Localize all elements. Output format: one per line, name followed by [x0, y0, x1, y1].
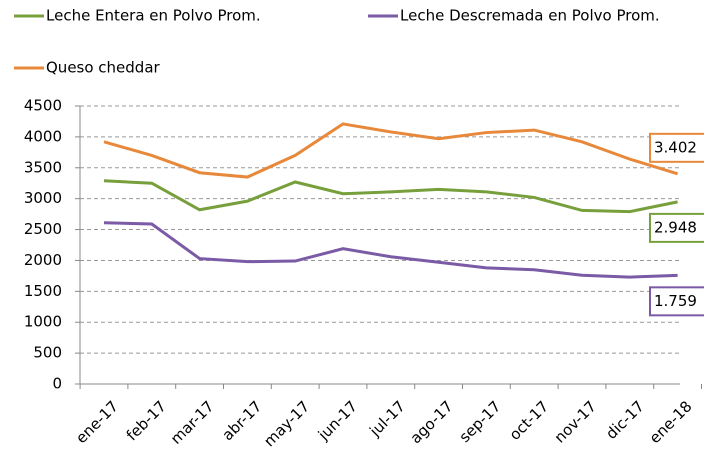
data-label-box	[649, 212, 704, 243]
x-tick-label: dic-17	[602, 397, 648, 443]
y-tick-label: 1000	[24, 313, 62, 331]
x-tick-label: nov-17	[551, 397, 600, 446]
x-tick-label: ene-17	[72, 397, 122, 447]
legend-label: Leche Entera en Polvo Prom.	[46, 7, 261, 25]
y-tick-label: 2500	[24, 220, 62, 238]
data-label: 2.948	[654, 218, 697, 236]
y-tick-label: 4500	[24, 97, 62, 115]
x-tick-label: sep-17	[456, 397, 505, 446]
x-tick-label: jun-17	[314, 397, 361, 444]
data-label: 3.402	[654, 138, 697, 156]
y-tick-label: 3000	[24, 189, 62, 207]
legend-label: Queso cheddar	[46, 59, 161, 77]
line	[103, 221, 678, 279]
x-tick-label: may-17	[260, 397, 313, 450]
x-tick-label: mar-17	[167, 397, 218, 448]
x-tick-label: jul-17	[365, 397, 408, 440]
x-tick-label: abr-17	[218, 397, 265, 444]
data-label-box	[649, 286, 704, 317]
x-tick-label: oct-17	[506, 397, 553, 444]
x-tick-label: ene-18	[646, 397, 696, 447]
y-tick-label: 2000	[24, 251, 62, 269]
x-tick-label: ago-17	[407, 397, 457, 447]
y-tick-label: 4000	[24, 127, 62, 145]
y-tick-label: 500	[33, 344, 62, 362]
line	[103, 179, 678, 214]
y-tick-label: 0	[52, 375, 62, 393]
data-label: 1.759	[654, 292, 697, 310]
x-tick-label: feb-17	[123, 397, 170, 444]
legend-label: Leche Descremada en Polvo Prom.	[400, 7, 660, 25]
data-label-box	[649, 132, 704, 163]
y-tick-label: 3500	[24, 158, 62, 176]
y-tick-label: 1500	[24, 282, 62, 300]
line	[103, 122, 679, 179]
